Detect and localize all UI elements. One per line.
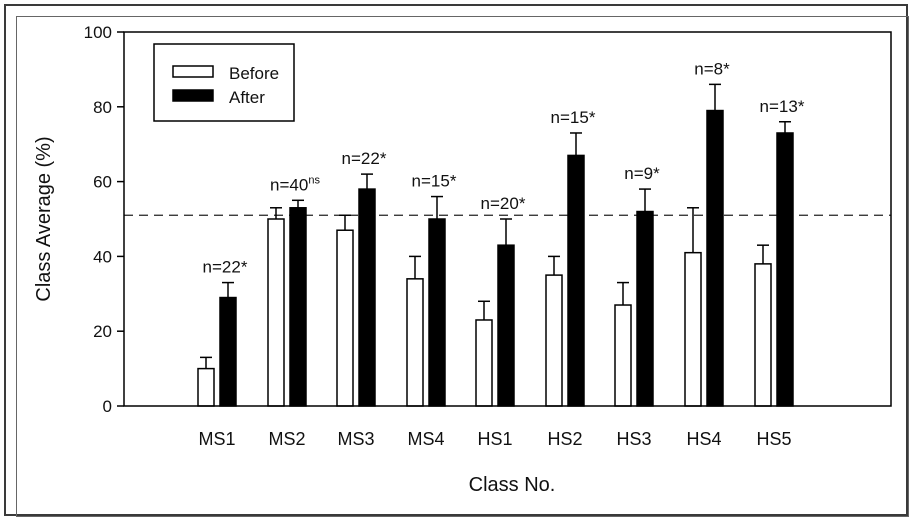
n-label: n=13* — [760, 97, 805, 116]
plot-area — [123, 31, 892, 407]
legend-label-before: Before — [229, 64, 279, 83]
x-axis-label: Class No. — [469, 474, 556, 496]
bar-before — [684, 251, 702, 407]
x-tick-label: HS1 — [477, 429, 512, 449]
x-tick-label: MS2 — [268, 429, 305, 449]
x-tick-label: HS2 — [547, 429, 582, 449]
x-tick-label: HS3 — [616, 429, 651, 449]
n-label: n=22* — [203, 258, 248, 277]
n-label: n=40ns — [270, 174, 320, 194]
y-tick-label: 0 — [103, 397, 112, 416]
bar-before — [545, 274, 563, 407]
y-tick-label: 20 — [93, 322, 112, 341]
bar-after — [428, 218, 446, 407]
x-tick-label: HS4 — [686, 429, 721, 449]
y-axis-label: Class Average (%) — [33, 136, 55, 301]
bar-before — [614, 304, 632, 407]
bar-after — [497, 244, 515, 407]
y-tick-label: 60 — [93, 173, 112, 192]
n-label: n=20* — [481, 194, 526, 213]
figure-inner-border — [16, 16, 909, 517]
x-tick-label: HS5 — [756, 429, 791, 449]
x-tick-label: MS3 — [337, 429, 374, 449]
y-tick-label: 100 — [84, 23, 112, 42]
bar-before — [336, 229, 354, 407]
bar-before — [475, 319, 493, 407]
legend: Before After — [153, 43, 295, 122]
n-label: n=15* — [412, 172, 457, 191]
y-tick-label: 80 — [93, 98, 112, 117]
legend-swatch-after — [172, 89, 214, 102]
n-label: n=15* — [551, 108, 596, 127]
bar-after — [219, 296, 237, 407]
y-tick-label: 40 — [93, 247, 112, 266]
bar-before — [406, 278, 424, 407]
bar-after — [567, 154, 585, 407]
bar-before — [197, 367, 215, 407]
n-label: n=8* — [694, 59, 730, 78]
n-label: n=22* — [342, 149, 387, 168]
n-label: n=9* — [624, 164, 660, 183]
x-tick-label: MS1 — [198, 429, 235, 449]
bar-before — [267, 218, 285, 407]
bar-before — [754, 263, 772, 407]
x-tick-label: MS4 — [407, 429, 444, 449]
bar-after — [289, 207, 307, 407]
bar-after — [358, 188, 376, 407]
bar-after — [636, 210, 654, 407]
chart-marks: 0 20 40 60 80 100 MS1 n=22* MS2 n=40ns MS3 n=22* MS4… — [84, 23, 891, 449]
n-label-superscript: ns — [308, 174, 320, 186]
legend-box — [153, 43, 295, 122]
bar-after — [776, 132, 794, 407]
legend-swatch-before — [172, 65, 214, 78]
bar-after — [706, 109, 724, 407]
legend-label-after: After — [229, 88, 265, 107]
